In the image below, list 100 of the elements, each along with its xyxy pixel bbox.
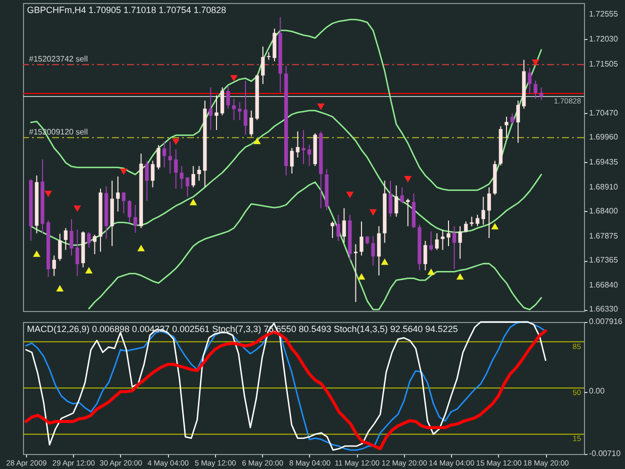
y-tick-label: 1.66840 (589, 280, 618, 290)
candlestick (87, 232, 91, 248)
candlestick (156, 144, 160, 170)
candlestick (208, 86, 213, 130)
y-tick-label: 1.72030 (589, 34, 618, 44)
candlestick (534, 80, 538, 100)
candlestick (388, 180, 392, 218)
point (74, 205, 82, 212)
point (491, 222, 499, 230)
candlestick (423, 240, 428, 271)
candlestick (371, 236, 375, 266)
candlestick (336, 214, 340, 242)
point (427, 268, 435, 275)
candlestick (128, 200, 132, 224)
candlestick (307, 144, 312, 167)
candlestick (214, 94, 218, 130)
point (456, 273, 464, 280)
candlestick (52, 255, 56, 276)
y-tick-label: 1.69435 (589, 157, 618, 166)
candlestick (504, 116, 508, 139)
candlestick (70, 218, 74, 256)
candlestick (116, 176, 120, 212)
candlestick (330, 220, 334, 239)
candlestick (197, 166, 201, 182)
candlestick (440, 229, 445, 250)
point (404, 176, 412, 182)
candlestick (226, 86, 230, 110)
point (358, 273, 366, 280)
ref-line-label: #152023742 sell (29, 54, 88, 64)
candlestick (476, 214, 480, 227)
point (120, 168, 128, 175)
candlestick (75, 229, 80, 276)
candlestick (174, 148, 178, 190)
point (32, 250, 40, 257)
candlestick (452, 226, 456, 270)
y-tick-label: 1.67875 (589, 231, 618, 240)
candlestick (150, 160, 155, 188)
candlestick (168, 140, 172, 174)
candlestick (400, 186, 404, 204)
y-tick-label: 1.69960 (589, 132, 618, 142)
candlestick (446, 220, 450, 247)
point (85, 267, 93, 274)
candlestick (261, 46, 265, 85)
candlestick (458, 226, 462, 260)
candlestick (220, 86, 224, 116)
candlestick (122, 192, 126, 214)
point (56, 285, 64, 292)
point (190, 198, 198, 206)
point (44, 190, 52, 198)
point (137, 244, 145, 252)
candlestick (487, 186, 491, 239)
candlestick (290, 147, 294, 174)
point (532, 59, 540, 66)
candlestick (238, 102, 242, 121)
line-series (30, 18, 542, 191)
candlestick (377, 226, 381, 276)
candlestick (516, 100, 520, 144)
point (369, 209, 377, 216)
candlestick (302, 129, 306, 165)
candlestick (406, 198, 410, 227)
candlestick (162, 140, 166, 168)
point (172, 138, 180, 146)
candlestick (360, 220, 364, 256)
candlestick (180, 166, 184, 190)
y-tick-label: 1.68400 (589, 206, 618, 216)
candlestick (249, 110, 254, 138)
y-tick-label: -0.00710 (589, 449, 622, 458)
y-tick-label: 0.00 (589, 386, 606, 396)
candlestick (528, 67, 532, 94)
candlestick (64, 228, 68, 250)
candlestick (58, 233, 62, 262)
candlestick (470, 216, 474, 227)
candlestick (133, 204, 138, 234)
point (230, 75, 238, 82)
y-tick-label: 1.71505 (589, 59, 618, 68)
y-tick-label: 1.70470 (589, 108, 618, 118)
y-tick-label: 1.67365 (589, 256, 618, 265)
y-tick-label: 1.66330 (589, 304, 618, 314)
y-tick-label: 1.68910 (589, 182, 618, 192)
candlestick (244, 80, 248, 136)
candlestick (296, 130, 300, 158)
candlestick (394, 184, 398, 218)
line-series (88, 181, 542, 310)
candlestick (429, 230, 433, 252)
candlestick (186, 176, 190, 198)
candlestick (464, 220, 468, 233)
point (253, 138, 261, 144)
candlestick (481, 196, 486, 226)
candlestick (342, 208, 346, 244)
candlestick (92, 234, 97, 255)
chart-title: GBPCHFm,H4 1.70905 1.71018 1.70754 1.70828 (27, 5, 226, 15)
point (380, 258, 388, 265)
candlestick (191, 166, 196, 188)
point (317, 104, 325, 110)
candlestick (510, 112, 514, 124)
point (346, 192, 354, 198)
candlestick (435, 232, 439, 250)
y-tick-label: 1.72555 (589, 10, 618, 19)
candlestick (539, 86, 544, 100)
candlestick (145, 160, 149, 202)
